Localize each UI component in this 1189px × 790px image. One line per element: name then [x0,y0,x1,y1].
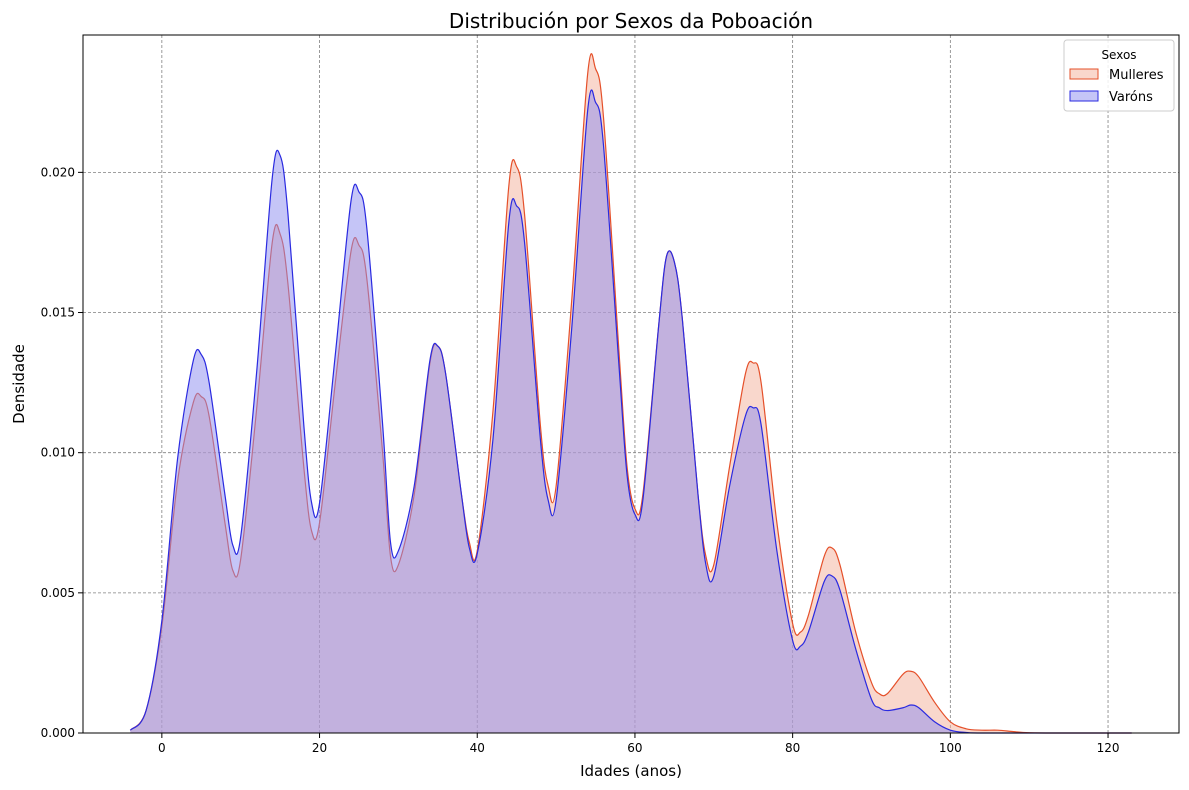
x-axis-ticks: 0 20 40 60 80 100 120 [158,733,1119,755]
x-tick-label: 40 [470,741,485,755]
x-tick-label: 100 [939,741,962,755]
chart-title: Distribución por Sexos da Poboación [449,9,813,33]
legend-swatch-varons [1069,90,1099,102]
density-areas [129,53,1132,734]
x-tick-label: 60 [627,741,642,755]
y-tick-label: 0.010 [41,446,75,460]
legend-title: Sexos [1101,48,1136,62]
y-tick-label: 0.015 [41,306,75,320]
legend-label-varons: Varóns [1109,90,1153,105]
density-line-varns [129,89,1132,734]
plot-frame [82,34,1180,734]
legend-label-mulleres: Mulleres [1109,68,1164,83]
y-axis-ticks: 0.000 0.005 0.010 0.015 0.020 [41,165,83,740]
x-tick-label: 20 [312,741,327,755]
y-tick-label: 0.020 [41,165,75,179]
x-tick-label: 0 [158,741,166,755]
y-tick-label: 0.005 [41,586,75,600]
legend: Sexos Mulleres Varóns [1063,39,1175,112]
y-tick-label: 0.000 [41,726,75,740]
x-axis-label: Idades (anos) [580,762,682,780]
legend-swatch-mulleres [1069,68,1099,80]
x-tick-label: 80 [785,741,800,755]
y-axis-label: Densidade [10,344,28,424]
x-tick-label: 120 [1097,741,1120,755]
area-fill-varns [130,89,1132,734]
